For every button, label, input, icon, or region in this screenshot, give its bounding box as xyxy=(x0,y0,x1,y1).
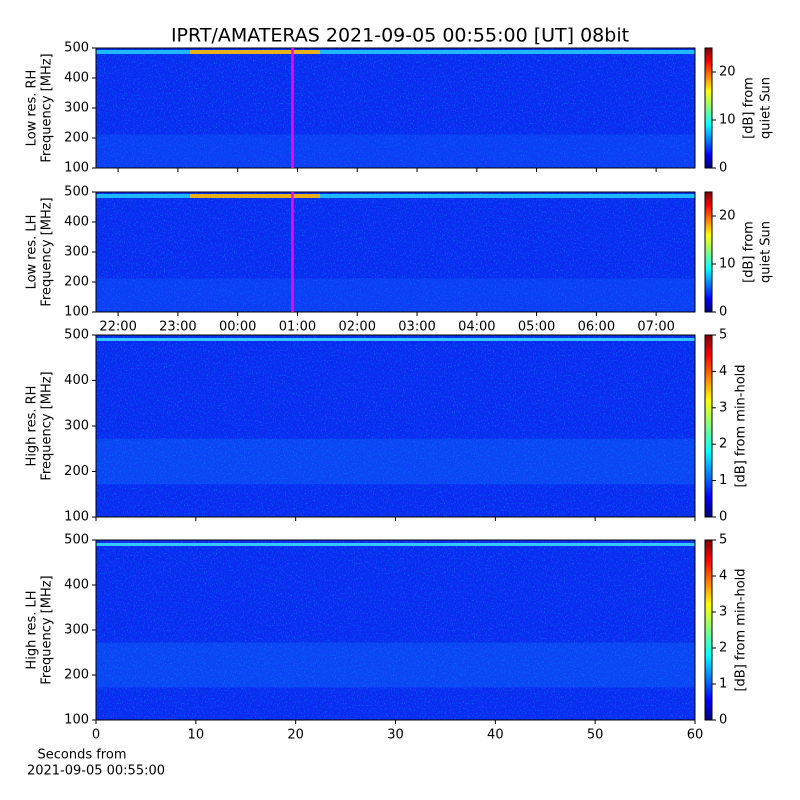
y-tick-label: 400 xyxy=(64,373,89,388)
x-tick-label: 05:00 xyxy=(518,320,555,335)
colorbar-tick-label: 10 xyxy=(719,257,736,272)
heatmap-band xyxy=(96,338,695,341)
heatmap-band xyxy=(190,194,320,198)
x-tick-label: 04:00 xyxy=(458,320,495,335)
colorbar xyxy=(704,334,713,518)
y-tick-label: 200 xyxy=(64,131,89,146)
heatmap-noise xyxy=(96,48,695,168)
y-tick-label: 500 xyxy=(64,185,89,200)
y-tick-label: 500 xyxy=(64,41,89,56)
y-tick-label: 500 xyxy=(64,533,89,548)
y-tick-label: 500 xyxy=(64,328,89,343)
y-tick-label: 400 xyxy=(64,215,89,230)
y-tick-label: 200 xyxy=(64,464,89,479)
heatmap-band xyxy=(96,278,695,312)
colorbar-tick-label: 1 xyxy=(719,677,727,692)
y-tick-label: 200 xyxy=(64,275,89,290)
x-tick-label: 60 xyxy=(687,728,704,743)
x-tick-label: 40 xyxy=(487,728,504,743)
y-tick-label: 300 xyxy=(64,623,89,638)
y-tick-label: 300 xyxy=(64,245,89,260)
y-tick-label: 100 xyxy=(64,510,89,525)
colorbar-label: [dB] from xyxy=(742,77,757,139)
x-axis-label: Seconds from xyxy=(37,748,126,763)
heatmap-band xyxy=(96,642,695,688)
colorbar-tick-label: 5 xyxy=(719,328,727,343)
heatmap-band xyxy=(96,543,695,546)
colorbar-tick-label: 0 xyxy=(719,305,727,320)
x-tick-label: 20 xyxy=(287,728,304,743)
heatmap-band xyxy=(96,438,695,485)
colorbar-label: [dB] from xyxy=(742,221,757,283)
y-tick-label: 200 xyxy=(64,668,89,683)
colorbar xyxy=(704,47,713,169)
colorbar-tick-label: 0 xyxy=(719,713,727,728)
y-axis-label: Low res. RH xyxy=(25,70,40,147)
y-tick-label: 100 xyxy=(64,161,89,176)
x-tick-label: 03:00 xyxy=(398,320,435,335)
x-tick-label: 50 xyxy=(587,728,604,743)
heatmap-noise xyxy=(96,335,695,517)
x-tick-label: 30 xyxy=(387,728,404,743)
heatmap-band xyxy=(96,50,695,54)
colorbar-tick-label: 2 xyxy=(719,641,727,656)
heatmap-noise xyxy=(96,192,695,312)
colorbar-tick-label: 3 xyxy=(719,400,727,415)
colorbar-tick-label: 1 xyxy=(719,473,727,488)
colorbar-tick-label: 20 xyxy=(719,65,736,80)
y-axis-label: Frequency [MHz] xyxy=(40,197,55,306)
colorbar-label: [dB] from min-hold xyxy=(734,364,749,487)
y-axis-label: Frequency [MHz] xyxy=(40,53,55,162)
y-axis-label: High res. RH xyxy=(25,386,40,467)
y-tick-label: 400 xyxy=(64,578,89,593)
colorbar-tick-label: 0 xyxy=(719,510,727,525)
colorbar-tick-label: 10 xyxy=(719,113,736,128)
x-tick-label: 10 xyxy=(188,728,205,743)
x-tick-label: 01:00 xyxy=(279,320,316,335)
colorbar-tick-label: 0 xyxy=(719,161,727,176)
x-tick-label: 07:00 xyxy=(637,320,674,335)
x-tick-label: 23:00 xyxy=(159,320,196,335)
y-axis-label: Low res. LH xyxy=(25,215,40,290)
x-tick-label: 02:00 xyxy=(339,320,376,335)
y-tick-label: 100 xyxy=(64,713,89,728)
x-tick-label: 0 xyxy=(92,728,100,743)
figure-title: IPRT/AMATERAS 2021-09-05 00:55:00 [UT] 0… xyxy=(171,25,629,47)
y-tick-label: 100 xyxy=(64,305,89,320)
x-tick-label: 22:00 xyxy=(99,320,136,335)
colorbar-label: quiet Sun xyxy=(759,77,774,139)
colorbar xyxy=(704,539,713,721)
colorbar-tick-label: 3 xyxy=(719,605,727,620)
colorbar-tick-label: 20 xyxy=(719,209,736,224)
y-axis-label: Frequency [MHz] xyxy=(40,371,55,480)
colorbar-label: quiet Sun xyxy=(759,221,774,283)
heatmap-band xyxy=(190,50,320,54)
colorbar-label: [dB] from min-hold xyxy=(734,568,749,691)
colorbar-tick-label: 2 xyxy=(719,437,727,452)
colorbar xyxy=(704,191,713,313)
heatmap-band xyxy=(96,194,695,198)
x-tick-label: 00:00 xyxy=(219,320,256,335)
colorbar-tick-label: 4 xyxy=(719,364,727,379)
y-tick-label: 300 xyxy=(64,419,89,434)
y-tick-label: 300 xyxy=(64,101,89,116)
y-axis-label: High res. LH xyxy=(25,590,40,669)
y-tick-label: 400 xyxy=(64,71,89,86)
colorbar-tick-label: 5 xyxy=(719,533,727,548)
heatmap-noise xyxy=(96,540,695,720)
y-axis-label: Frequency [MHz] xyxy=(40,575,55,684)
x-tick-label: 06:00 xyxy=(578,320,615,335)
heatmap-band xyxy=(96,134,695,168)
colorbar-tick-label: 4 xyxy=(719,569,727,584)
x-axis-label: 2021-09-05 00:55:00 xyxy=(27,764,165,779)
